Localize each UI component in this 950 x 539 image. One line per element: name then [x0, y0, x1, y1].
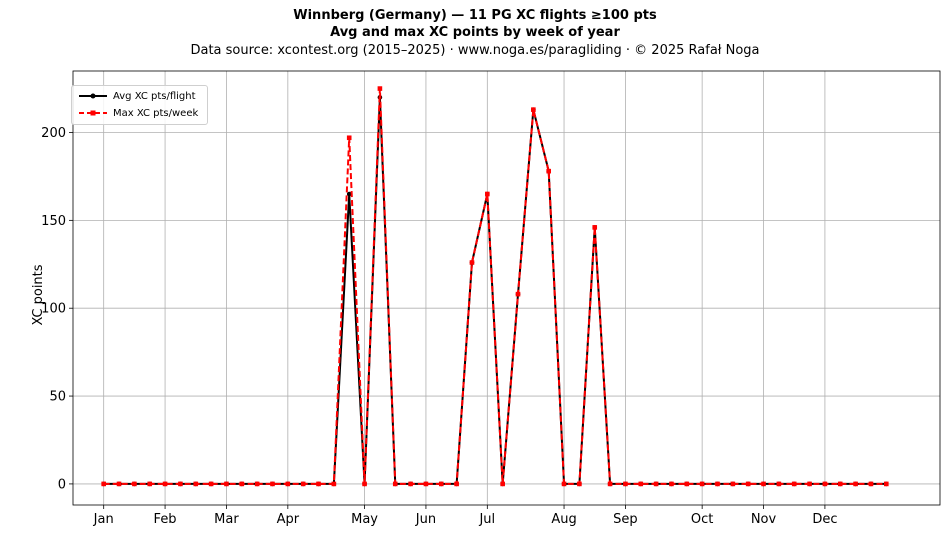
max-point	[592, 225, 598, 230]
max-point	[423, 481, 429, 487]
max-point	[546, 168, 551, 174]
max-point	[500, 481, 505, 487]
max-point	[868, 481, 874, 487]
x-tick-label: Jul	[478, 512, 495, 527]
max-point	[162, 481, 168, 487]
max-point	[300, 481, 306, 487]
series-line-avg	[103, 96, 887, 485]
max-point	[377, 86, 383, 91]
grid	[73, 71, 940, 505]
avg-point	[346, 191, 352, 197]
max-point	[577, 481, 582, 487]
max-point	[285, 481, 291, 487]
x-tick-label: May	[351, 512, 378, 527]
x-tick-label: Oct	[691, 512, 713, 527]
max-point	[653, 481, 659, 487]
max-point	[178, 481, 183, 487]
max-point	[331, 481, 337, 487]
max-point	[684, 481, 690, 487]
x-tick-label: Feb	[154, 512, 177, 527]
max-point	[699, 481, 705, 487]
max-point	[239, 481, 245, 487]
max-point	[561, 481, 567, 487]
y-tick-label: 200	[41, 126, 66, 141]
plot-frame	[72, 70, 941, 506]
max-point	[316, 481, 321, 487]
max-point	[254, 481, 260, 487]
max-point	[224, 481, 229, 487]
max-point	[761, 481, 766, 487]
chart-title: Winnberg (Germany) — 11 PG XC flights ≥1…	[293, 8, 657, 23]
x-tick-label: Nov	[751, 512, 777, 527]
max-point	[623, 481, 628, 487]
max-point	[193, 481, 199, 487]
max-point	[408, 481, 413, 487]
x-tick-label: Mar	[214, 512, 239, 527]
max-point	[438, 481, 444, 487]
axes: Jan Feb Mar Apr May Jun Jul Aug Sep Oct Nov Dec 0 50 1…	[41, 70, 941, 527]
y-axis-label: XC points	[31, 264, 47, 326]
max-point	[469, 260, 475, 265]
max-point	[147, 481, 153, 487]
max-point	[392, 481, 398, 487]
max-point	[485, 191, 490, 197]
y-tick-label: 150	[41, 214, 66, 229]
max-point	[454, 481, 459, 487]
max-point	[116, 481, 122, 487]
series-layer	[101, 86, 889, 487]
max-point	[515, 291, 521, 297]
max-point	[822, 481, 828, 487]
legend-entry-avg: Avg XC pts/flight	[78, 89, 196, 103]
chart-source-note: Data source: xcontest.org (2015–2025) · …	[190, 43, 760, 58]
y-tick-label: 50	[49, 390, 66, 405]
max-point	[730, 481, 736, 487]
legend-swatch-avg	[79, 93, 107, 99]
max-point	[101, 481, 106, 487]
max-point	[745, 481, 751, 487]
legend-label-max: Max XC pts/week	[113, 107, 199, 119]
max-point	[669, 481, 674, 487]
max-point	[270, 481, 275, 487]
max-point	[791, 481, 797, 487]
max-point	[208, 481, 214, 487]
max-point	[346, 135, 352, 141]
max-point	[853, 481, 858, 487]
legend-label-avg: Avg XC pts/flight	[113, 90, 196, 102]
x-tick-label: Aug	[551, 512, 576, 527]
series-line-max	[103, 87, 887, 485]
max-point	[883, 481, 889, 487]
x-tick-label: Jun	[415, 512, 436, 527]
max-point	[807, 481, 812, 487]
y-tick-label: 0	[58, 477, 66, 492]
max-point	[132, 481, 137, 487]
y-tick-label: 100	[41, 302, 66, 317]
legend: Avg XC pts/flight Max XC pts/week	[71, 85, 208, 125]
max-point	[607, 481, 613, 487]
max-point	[531, 107, 536, 112]
legend-entry-max: Max XC pts/week	[78, 106, 198, 120]
chart-subtitle: Avg and max XC points by week of year	[330, 25, 620, 40]
max-point	[362, 481, 367, 487]
max-point	[776, 481, 782, 487]
max-point	[715, 481, 720, 487]
max-point	[837, 481, 843, 487]
x-tick-label: Sep	[613, 512, 638, 527]
x-tick-label: Dec	[812, 512, 837, 527]
x-tick-label: Jan	[93, 512, 114, 527]
max-point	[638, 481, 644, 487]
x-tick-label: Apr	[277, 512, 300, 527]
legend-swatch-max	[79, 110, 107, 116]
